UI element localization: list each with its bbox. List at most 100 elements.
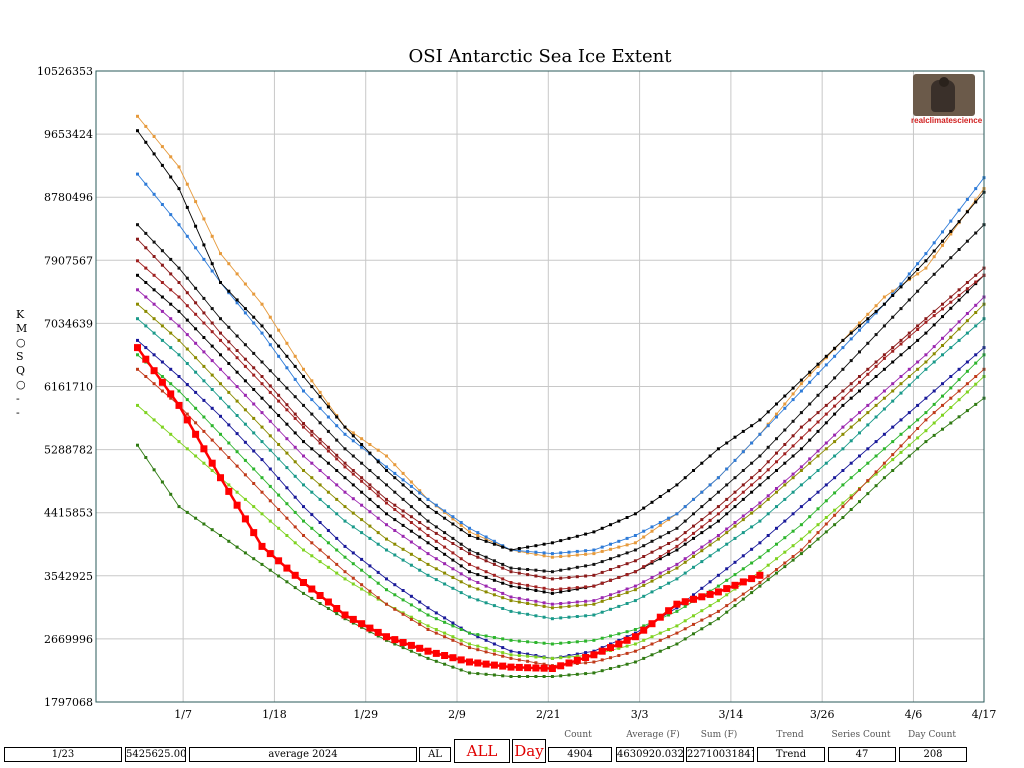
data-point xyxy=(401,612,405,616)
all-button[interactable]: ALL xyxy=(454,739,510,763)
data-point xyxy=(625,562,629,566)
data-point xyxy=(426,519,430,523)
data-point xyxy=(343,544,347,548)
data-point xyxy=(451,542,455,545)
data-point xyxy=(277,344,281,348)
data-point xyxy=(418,608,422,612)
data-point xyxy=(169,367,173,371)
data-point xyxy=(808,476,812,480)
data-point xyxy=(517,654,521,657)
data-point xyxy=(542,551,546,555)
data-point xyxy=(526,568,530,571)
data-point xyxy=(160,295,164,299)
day-button[interactable]: Day xyxy=(512,739,546,763)
data-point xyxy=(185,234,189,238)
data-point xyxy=(210,406,214,410)
data-point xyxy=(326,415,330,419)
data-point xyxy=(351,525,355,529)
data-point xyxy=(401,598,405,602)
data-point xyxy=(750,441,754,445)
data-point xyxy=(360,568,364,572)
data-point xyxy=(476,552,480,556)
data-point xyxy=(907,375,911,378)
y-tick-label: 10526353 xyxy=(37,65,93,78)
data-point xyxy=(293,460,297,464)
data-point xyxy=(766,445,770,449)
data-point xyxy=(459,628,463,631)
data-point xyxy=(258,542,266,550)
data-point xyxy=(567,536,571,540)
data-point xyxy=(941,230,944,234)
data-point xyxy=(349,615,357,623)
data-point xyxy=(617,604,621,608)
series-select[interactable]: average 2024 xyxy=(189,747,417,762)
data-point xyxy=(766,574,770,578)
data-point xyxy=(567,673,571,677)
data-point xyxy=(310,490,314,494)
data-point xyxy=(658,638,662,642)
data-point xyxy=(210,269,214,273)
data-point xyxy=(343,519,347,523)
trend-label: Trend xyxy=(776,730,804,740)
data-point xyxy=(517,600,521,604)
data-point xyxy=(443,571,447,575)
data-point xyxy=(957,208,961,212)
data-point xyxy=(169,396,173,400)
data-point xyxy=(783,394,787,398)
data-point xyxy=(293,445,297,449)
data-point xyxy=(268,519,272,523)
data-point xyxy=(924,317,928,321)
value-field[interactable]: 5425625.00 xyxy=(125,747,186,762)
y-tick-label: 4415853 xyxy=(44,507,93,520)
data-point xyxy=(916,447,920,451)
data-point xyxy=(360,503,364,507)
data-point xyxy=(335,548,339,552)
day-count-field[interactable]: 208 xyxy=(899,747,967,762)
data-point xyxy=(673,600,681,608)
data-point xyxy=(907,331,911,335)
data-point xyxy=(260,458,264,462)
logo: realclimatescience xyxy=(911,74,982,126)
data-point xyxy=(144,281,148,284)
data-point xyxy=(252,292,256,296)
data-point xyxy=(667,516,671,520)
data-point xyxy=(550,577,554,581)
data-point xyxy=(326,505,330,509)
data-point xyxy=(833,433,837,437)
data-point xyxy=(658,555,662,558)
data-point xyxy=(658,523,662,527)
average-field[interactable]: 4630920.0328 xyxy=(616,747,684,762)
data-point xyxy=(393,583,397,587)
data-point xyxy=(723,585,731,593)
data-point xyxy=(974,402,978,406)
data-point xyxy=(667,581,671,585)
count-field[interactable]: 4904 xyxy=(548,747,612,762)
data-point xyxy=(899,444,903,448)
data-point xyxy=(517,547,521,550)
data-point xyxy=(974,198,978,202)
data-point xyxy=(650,550,654,554)
data-point xyxy=(932,309,936,313)
data-point xyxy=(932,314,936,318)
data-point xyxy=(484,590,488,594)
trend-button[interactable]: Trend xyxy=(757,747,825,762)
data-point xyxy=(899,307,903,311)
region-select[interactable]: AL xyxy=(419,747,451,762)
data-point xyxy=(600,646,604,650)
data-point xyxy=(625,635,629,639)
data-point xyxy=(310,429,314,433)
date-field[interactable]: 1/23 xyxy=(4,747,122,762)
data-point xyxy=(351,472,355,476)
data-point xyxy=(899,432,903,436)
data-point xyxy=(542,675,546,678)
sum-field[interactable]: 22710031841 xyxy=(686,747,754,762)
data-point xyxy=(476,555,480,559)
series-count-field[interactable]: 47 xyxy=(828,747,896,762)
data-point xyxy=(368,487,372,490)
data-point xyxy=(692,614,695,618)
data-point xyxy=(733,536,737,540)
data-point xyxy=(750,424,754,428)
x-tick-label: 2/9 xyxy=(448,708,466,721)
data-point xyxy=(219,331,222,335)
data-point xyxy=(882,324,886,328)
